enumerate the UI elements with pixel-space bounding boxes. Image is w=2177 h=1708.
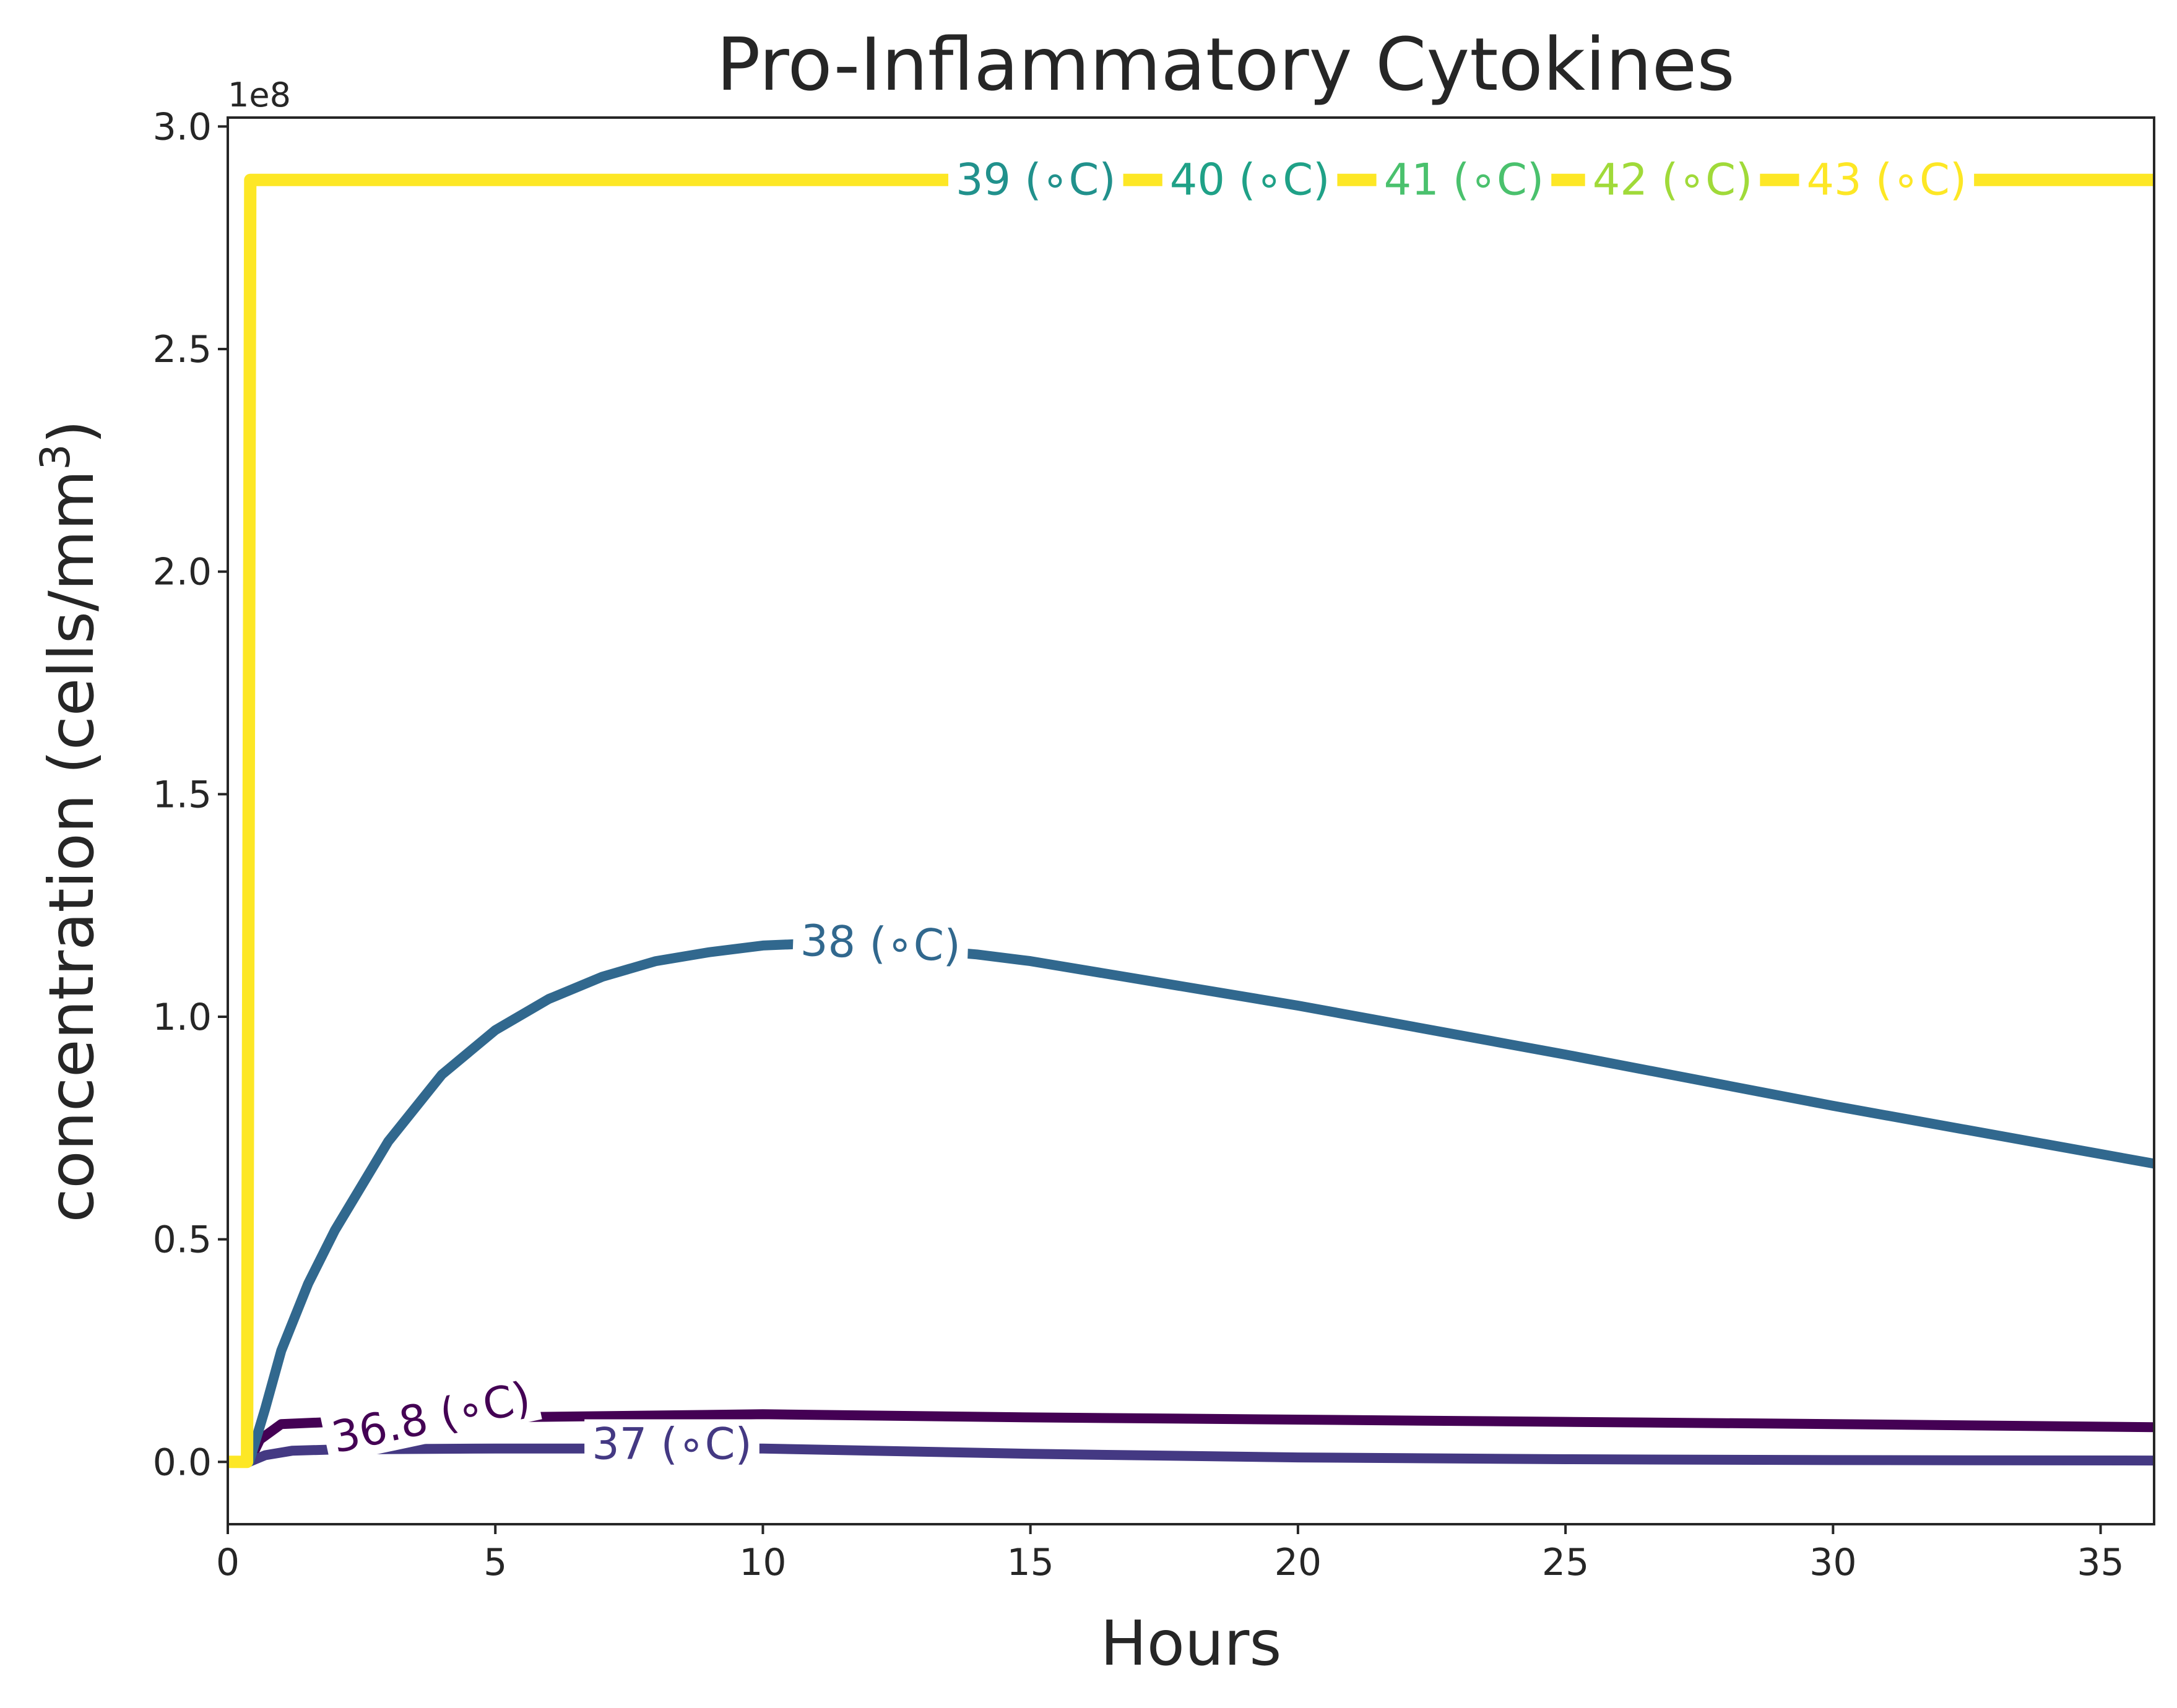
y-tick-label: 1.5 [153, 773, 212, 816]
series-label: 40 (∘C) [1170, 155, 1330, 205]
series-line-6 [228, 178, 2154, 1464]
label-background [1585, 155, 1760, 205]
series-line-1 [228, 1443, 2154, 1467]
x-tick-label: 15 [1006, 1541, 1054, 1584]
series-label-group: 43 (∘C) [1799, 155, 1975, 205]
x-axis: 0 5 10 15 20 25 30 35 [216, 1524, 2124, 1584]
y-axis: 0.0 0.5 1.0 1.5 2.0 2.5 3.0 [153, 105, 228, 1484]
series-line-4 [228, 178, 2154, 1464]
series-line-2 [228, 938, 2154, 1467]
series-label-group: 37 (∘C) [584, 1419, 760, 1470]
y-axis-title-sup: 3 [32, 444, 79, 470]
x-tick-label: 30 [1809, 1541, 1856, 1584]
x-tick-label: 25 [1542, 1541, 1589, 1584]
y-tick-label: 0.5 [153, 1218, 212, 1262]
chart-title: Pro-Inflammatory Cytokines [716, 22, 1734, 107]
plot-area [228, 173, 2154, 1469]
y-tick-label: 2.0 [153, 551, 212, 594]
label-background [792, 915, 969, 972]
label-background [1799, 155, 1975, 205]
series-label-group: 41 (∘C) [1376, 155, 1552, 205]
series-label-group: 39 (∘C) [948, 155, 1123, 205]
label-background [320, 1370, 542, 1464]
y-tick-label: 0.0 [153, 1441, 212, 1484]
x-tick-label: 0 [216, 1541, 240, 1584]
series-label: 38 (∘C) [800, 915, 961, 972]
series-label: 41 (∘C) [1384, 155, 1544, 205]
y-tick-label: 2.5 [153, 328, 212, 371]
series-label: 39 (∘C) [956, 155, 1116, 205]
series-label-group: 38 (∘C) [792, 915, 969, 972]
series-label-group: 40 (∘C) [1162, 155, 1338, 205]
label-background [1376, 155, 1552, 205]
label-background [948, 155, 1123, 205]
x-tick-label: 20 [1275, 1541, 1322, 1584]
series-label: 37 (∘C) [592, 1419, 752, 1470]
series-line-7 [228, 173, 2154, 1469]
series-label: 42 (∘C) [1593, 155, 1753, 205]
label-background [584, 1419, 760, 1469]
y-axis-title-close: ) [35, 420, 108, 444]
y-tick-label: 1.0 [153, 996, 212, 1039]
series-labels: 36.8 (∘C) 37 (∘C)38 (∘C)39 (∘C) 40 (∘C) 41 … [320, 155, 1975, 1470]
x-axis-title: Hours [1101, 1607, 1282, 1680]
label-background [1162, 155, 1338, 205]
series-line-5 [228, 178, 2154, 1464]
y-offset-label: 1e8 [228, 75, 291, 114]
x-tick-label: 5 [483, 1541, 507, 1584]
y-axis-title-main: concentration (cells/mm [35, 470, 108, 1222]
series-line-3 [228, 178, 2154, 1464]
plot-frame [227, 116, 2155, 1525]
y-tick-label: 3.0 [153, 105, 212, 149]
x-tick-label: 35 [2077, 1541, 2124, 1584]
x-tick-label: 10 [739, 1541, 786, 1584]
series-label: 43 (∘C) [1806, 155, 1967, 205]
y-axis-title: concentration (cells/mm3) [32, 420, 108, 1222]
series-label-group: 42 (∘C) [1585, 155, 1760, 205]
